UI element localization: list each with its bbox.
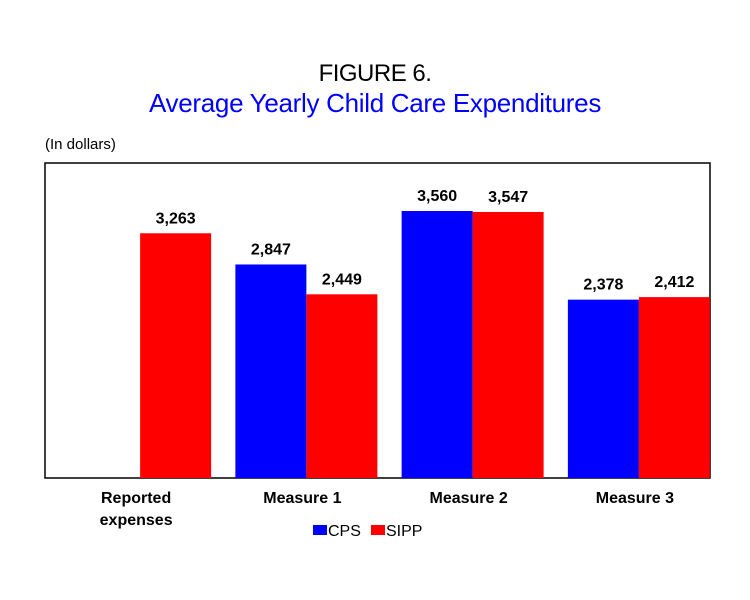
bar-cps-3 bbox=[567, 299, 639, 478]
data-label-cps-2: 3,560 bbox=[417, 188, 457, 205]
x-tick-label-1: Measure 1 bbox=[263, 490, 341, 507]
chart-title: FIGURE 6. bbox=[318, 60, 432, 87]
data-label-cps-1: 2,847 bbox=[251, 241, 291, 258]
bar-cps-1 bbox=[235, 264, 307, 478]
x-tick-label-2: Measure 2 bbox=[429, 490, 507, 507]
data-label-cps-3: 2,378 bbox=[583, 277, 623, 294]
bar-cps-2 bbox=[401, 211, 473, 478]
y-axis-label: (In dollars) bbox=[45, 136, 116, 153]
legend-swatch-sipp bbox=[371, 525, 385, 535]
x-tick-label-0: Reported bbox=[101, 490, 171, 507]
bar-sipp-3 bbox=[638, 297, 710, 478]
x-tick-label-3: Measure 3 bbox=[596, 490, 674, 507]
x-tick-label-0: expenses bbox=[100, 512, 173, 529]
data-label-sipp-0: 3,263 bbox=[156, 210, 196, 227]
chart-subtitle: Average Yearly Child Care Expenditures bbox=[148, 88, 602, 118]
bar-sipp-0 bbox=[140, 233, 212, 478]
data-label-sipp-2: 3,547 bbox=[488, 189, 528, 206]
bar-sipp-2 bbox=[472, 211, 544, 478]
data-label-sipp-3: 2,412 bbox=[654, 274, 694, 291]
data-label-sipp-1: 2,449 bbox=[322, 271, 362, 288]
legend-swatch-cps bbox=[313, 525, 327, 535]
legend-label-sipp: SIPP bbox=[386, 523, 422, 540]
bar-sipp-1 bbox=[306, 294, 378, 478]
legend-label-cps: CPS bbox=[328, 523, 361, 540]
